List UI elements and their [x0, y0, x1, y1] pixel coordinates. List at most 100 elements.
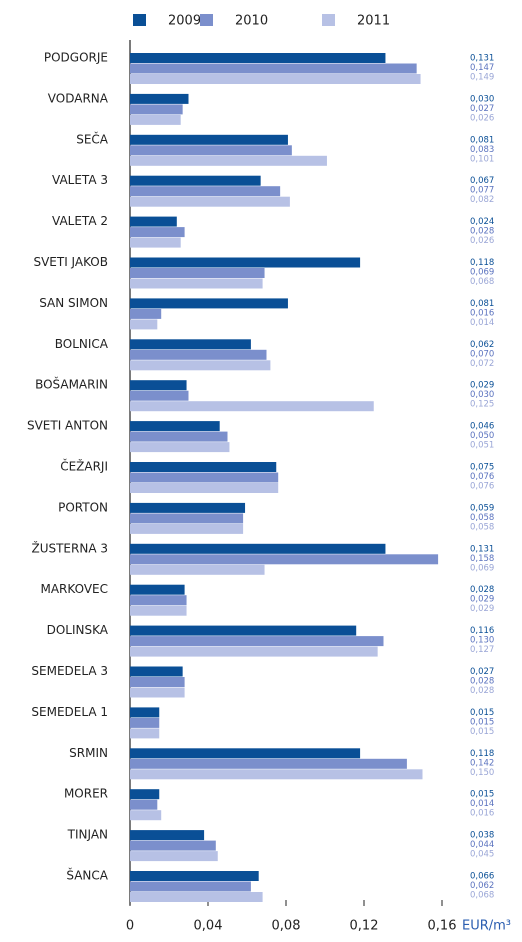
bar — [130, 666, 183, 677]
value-label: 0,050 — [470, 431, 494, 441]
bar — [130, 810, 162, 821]
bar — [130, 769, 423, 780]
bar — [130, 840, 216, 851]
value-label: 0,051 — [470, 441, 494, 451]
bar — [130, 605, 187, 616]
bar — [130, 881, 251, 892]
value-label: 0,127 — [470, 645, 494, 655]
bar — [130, 799, 158, 810]
bar — [130, 298, 288, 309]
bar — [130, 595, 187, 606]
legend-swatch — [200, 14, 213, 26]
x-tick-label: 0,16 — [428, 919, 457, 934]
category-label: SVETI JAKOB — [33, 255, 108, 269]
value-label: 0,016 — [470, 308, 494, 318]
category-label: SAN SIMON — [39, 296, 108, 310]
legend-label: 2009 — [168, 14, 201, 29]
category-label: ČEŽARJI — [60, 459, 108, 474]
bar — [130, 584, 185, 595]
value-label: 0,062 — [470, 881, 494, 891]
bar — [130, 758, 407, 769]
bar — [130, 196, 290, 207]
value-label: 0,062 — [470, 340, 494, 350]
value-label: 0,125 — [470, 400, 494, 410]
value-label: 0,030 — [470, 390, 494, 400]
category-label: BOLNICA — [55, 337, 109, 351]
bar — [130, 134, 288, 145]
bar — [130, 227, 185, 238]
bar — [130, 93, 189, 104]
value-label: 0,070 — [470, 349, 494, 359]
bar — [130, 431, 228, 442]
value-label: 0,045 — [470, 850, 494, 860]
value-label: 0,027 — [470, 667, 494, 677]
legend-swatch — [322, 14, 335, 26]
value-label: 0,046 — [470, 422, 494, 432]
value-label: 0,118 — [470, 258, 494, 268]
bar — [130, 145, 292, 156]
bar — [130, 319, 158, 330]
value-label: 0,075 — [470, 463, 494, 473]
value-label: 0,024 — [470, 217, 494, 227]
value-label: 0,029 — [470, 595, 494, 605]
category-label: MORER — [64, 787, 108, 801]
bar — [130, 851, 218, 862]
bar — [130, 636, 384, 647]
bar — [130, 830, 205, 841]
value-label: 0,028 — [470, 677, 494, 687]
bar — [130, 871, 259, 881]
value-label: 0,131 — [470, 544, 494, 554]
bar — [130, 380, 187, 391]
bar — [130, 175, 261, 186]
category-label: SEČA — [76, 131, 109, 146]
bar — [130, 543, 386, 554]
category-label: BOŠAMARIN — [35, 377, 108, 392]
legend-label: 2011 — [357, 14, 390, 29]
value-label: 0,082 — [470, 195, 494, 205]
value-label: 0,077 — [470, 186, 494, 196]
value-label: 0,027 — [470, 104, 494, 114]
value-label: 0,044 — [470, 840, 494, 850]
category-label: SVETI ANTON — [27, 419, 108, 433]
value-label: 0,015 — [470, 708, 494, 718]
bar — [130, 114, 181, 125]
bar — [130, 268, 265, 278]
bar — [130, 472, 279, 483]
bar — [130, 748, 361, 759]
legend-label: 2010 — [235, 14, 268, 29]
bar — [130, 401, 374, 412]
bar — [130, 155, 327, 166]
value-label: 0,028 — [470, 227, 494, 237]
value-label: 0,147 — [470, 63, 494, 73]
value-label: 0,130 — [470, 636, 494, 646]
value-label: 0,028 — [470, 585, 494, 595]
bar — [130, 728, 160, 739]
value-label: 0,058 — [470, 522, 494, 532]
bar — [130, 483, 279, 493]
value-label: 0,029 — [470, 604, 494, 614]
bar — [130, 554, 439, 565]
bar — [130, 63, 417, 74]
value-label: 0,059 — [470, 503, 494, 513]
value-label: 0,083 — [470, 145, 494, 155]
bar — [130, 186, 281, 197]
bar — [130, 564, 265, 575]
bar — [130, 625, 357, 636]
value-label: 0,068 — [470, 277, 494, 287]
value-label: 0,030 — [470, 94, 494, 104]
category-label: PORTON — [58, 500, 108, 514]
value-label: 0,118 — [470, 749, 494, 759]
bar — [130, 349, 267, 360]
value-label: 0,029 — [470, 381, 494, 391]
value-label: 0,014 — [470, 318, 494, 328]
bar — [130, 216, 177, 227]
x-tick-label: 0,08 — [272, 919, 301, 934]
value-label: 0,069 — [470, 268, 494, 278]
bar — [130, 523, 244, 534]
value-label: 0,101 — [470, 154, 494, 164]
bar — [130, 717, 160, 728]
bar — [130, 789, 160, 800]
value-label: 0,150 — [470, 768, 494, 778]
value-label: 0,076 — [470, 482, 494, 492]
